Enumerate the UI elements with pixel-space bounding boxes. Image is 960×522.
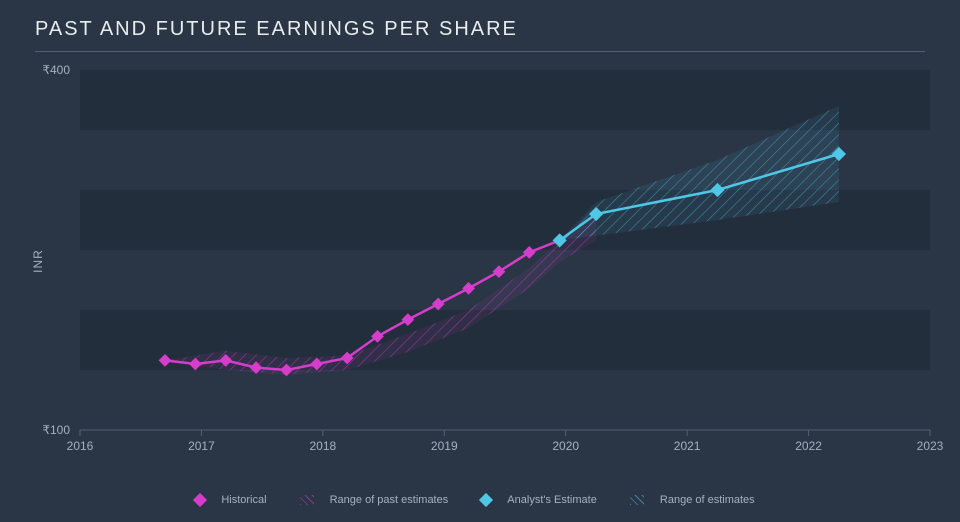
- svg-text:2021: 2021: [674, 439, 701, 453]
- legend-past-range-label: Range of past estimates: [330, 494, 449, 506]
- legend-estimate-range-label: Range of estimates: [660, 494, 755, 506]
- svg-text:2019: 2019: [431, 439, 458, 453]
- legend-estimate-label: Analyst's Estimate: [507, 494, 597, 506]
- svg-text:₹400: ₹400: [42, 63, 70, 77]
- svg-text:2016: 2016: [67, 439, 94, 453]
- legend-estimate: Analyst's Estimate: [481, 494, 607, 506]
- svg-text:2018: 2018: [310, 439, 337, 453]
- svg-text:₹100: ₹100: [42, 423, 70, 437]
- legend: Historical Range of past estimates Analy…: [0, 494, 960, 508]
- svg-text:2020: 2020: [552, 439, 579, 453]
- svg-text:2022: 2022: [795, 439, 822, 453]
- svg-text:2017: 2017: [188, 439, 215, 453]
- legend-historical-label: Historical: [221, 494, 266, 506]
- legend-historical: Historical: [195, 494, 276, 506]
- svg-text:2023: 2023: [917, 439, 944, 453]
- legend-past-range: Range of past estimates: [300, 494, 459, 506]
- eps-chart: ₹100 ₹400 2016 2017 2018 2019 2020 2021 2022 2023: [0, 0, 960, 522]
- legend-estimate-range: Range of estimates: [630, 494, 765, 506]
